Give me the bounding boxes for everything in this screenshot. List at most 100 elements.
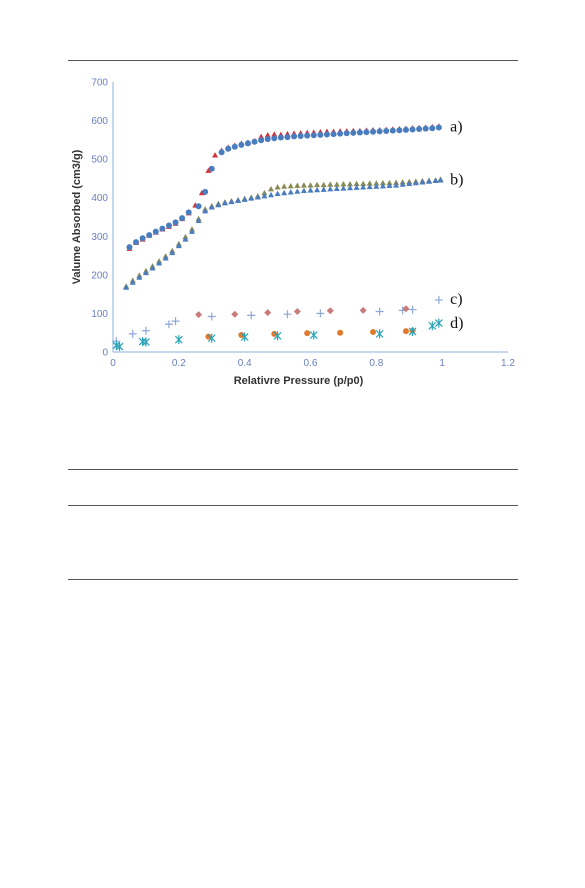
data-point xyxy=(366,180,373,186)
data-point xyxy=(294,188,301,194)
data-point xyxy=(429,125,436,132)
data-point xyxy=(399,181,406,187)
data-point xyxy=(340,185,347,191)
data-point xyxy=(309,330,318,340)
tick-labels: 0 0.2 0.4 0.6 0.8 1 1.2 0 100 200 300 400 500 600 700 xyxy=(91,78,515,370)
data-point xyxy=(141,337,150,347)
data-point xyxy=(283,310,292,319)
data-point xyxy=(258,137,265,144)
data-point xyxy=(274,184,281,190)
data-point xyxy=(195,217,202,224)
data-point xyxy=(123,284,130,290)
data-point xyxy=(149,265,156,271)
x-tick-label: 0.8 xyxy=(369,358,383,369)
data-point xyxy=(314,186,321,193)
data-point xyxy=(327,186,334,192)
data-point xyxy=(248,195,255,201)
y-tick-label: 700 xyxy=(91,78,108,89)
data-point xyxy=(426,178,432,184)
data-point xyxy=(386,182,393,188)
data-point xyxy=(370,128,377,135)
y-tick-label: 400 xyxy=(91,193,108,204)
data-point xyxy=(327,181,334,187)
data-point xyxy=(304,132,311,139)
chart-axes xyxy=(112,82,508,353)
data-point xyxy=(383,127,390,134)
data-point xyxy=(379,179,386,186)
data-point xyxy=(316,309,325,318)
data-point xyxy=(406,180,413,187)
data-point xyxy=(343,130,350,137)
data-point xyxy=(202,188,209,195)
rule-4 xyxy=(68,579,518,580)
data-point xyxy=(409,126,416,133)
data-point xyxy=(287,189,294,195)
x-tick-label: 0 xyxy=(110,358,116,369)
data-point xyxy=(182,236,189,242)
data-point xyxy=(300,187,307,193)
data-point xyxy=(162,255,169,261)
data-point xyxy=(141,326,150,335)
data-point xyxy=(146,232,153,239)
data-point xyxy=(142,269,149,276)
data-point xyxy=(221,199,228,206)
data-point xyxy=(273,331,282,341)
data-point xyxy=(297,133,304,139)
data-point xyxy=(375,329,384,339)
data-point xyxy=(258,133,265,139)
data-point xyxy=(218,149,225,156)
data-point xyxy=(133,239,140,246)
data-point xyxy=(175,242,182,249)
data-point xyxy=(307,182,314,188)
data-point xyxy=(271,330,278,337)
data-point xyxy=(251,138,258,145)
data-point xyxy=(376,128,383,135)
data-point xyxy=(126,244,133,251)
curve-label: a) xyxy=(450,118,462,135)
data-point xyxy=(304,330,311,337)
data-point xyxy=(314,181,321,188)
data-point xyxy=(434,295,443,304)
data-point xyxy=(235,197,242,203)
data-point xyxy=(370,328,377,335)
data-point xyxy=(340,181,347,187)
data-point xyxy=(215,201,222,208)
data-point xyxy=(317,131,324,138)
data-points xyxy=(112,123,444,352)
data-point xyxy=(356,129,363,136)
data-point xyxy=(208,165,215,172)
data-point xyxy=(264,136,271,143)
data-point xyxy=(347,181,353,187)
data-point xyxy=(247,311,256,320)
data-point xyxy=(287,182,294,189)
data-point xyxy=(320,186,327,192)
data-point xyxy=(408,305,417,314)
curve-labels: a) b) c) d) xyxy=(450,118,463,332)
data-point xyxy=(353,184,360,190)
data-point xyxy=(320,181,327,188)
y-axis-title: Valume Absorbed (cm3/g) xyxy=(71,149,83,284)
data-point xyxy=(360,180,367,187)
data-point xyxy=(274,190,281,197)
data-point xyxy=(156,260,163,266)
data-point xyxy=(307,187,314,193)
data-point xyxy=(389,127,396,134)
data-point xyxy=(281,183,288,189)
data-point xyxy=(264,132,271,138)
x-tick-label: 0.4 xyxy=(238,358,252,369)
data-point xyxy=(231,143,238,150)
data-point xyxy=(205,167,212,173)
rule-2 xyxy=(68,469,518,470)
rule-3 xyxy=(68,505,518,506)
y-tick-label: 200 xyxy=(91,270,108,281)
data-point xyxy=(337,130,344,137)
data-point xyxy=(337,329,344,336)
data-point xyxy=(284,134,291,141)
data-point xyxy=(393,182,400,188)
data-point xyxy=(291,133,298,140)
data-point xyxy=(241,196,248,202)
series-5 xyxy=(195,305,410,319)
data-point xyxy=(228,198,235,205)
data-point xyxy=(363,129,370,136)
data-point xyxy=(422,125,429,132)
